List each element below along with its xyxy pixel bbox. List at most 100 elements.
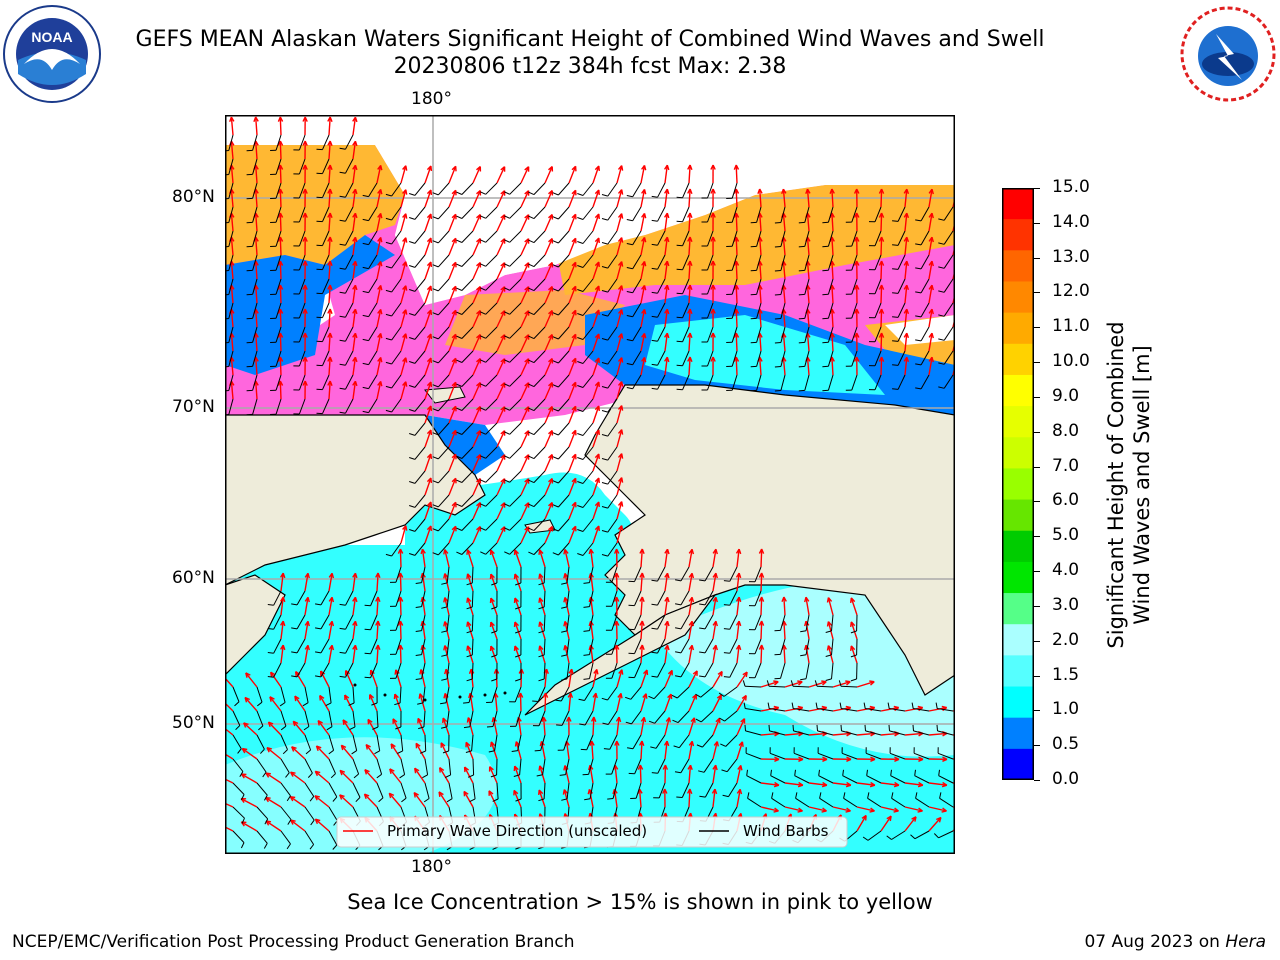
wave-arrow-head [850, 597, 856, 603]
wave-arrow-head [430, 189, 433, 196]
wave-arrow [520, 478, 530, 496]
wind-barb [653, 686, 666, 700]
wind-barb-flag [305, 749, 311, 755]
wave-arrow [928, 333, 933, 352]
wind-barb [461, 254, 474, 267]
wind-barb-flag [480, 359, 486, 363]
wind-barb-flag [504, 287, 510, 291]
wind-barb [560, 686, 570, 702]
wave-arrow [414, 767, 426, 784]
wind-barb [747, 797, 762, 808]
wave-arrow-head [539, 621, 544, 626]
wave-arrow-head [399, 596, 404, 602]
wave-arrow [805, 645, 810, 664]
wave-arrow [831, 356, 834, 376]
wind-barb-flag [385, 313, 392, 317]
wave-arrow [496, 262, 506, 280]
wind-barb [731, 206, 738, 223]
wave-arrow [568, 478, 577, 496]
wind-barb [304, 758, 313, 774]
wave-arrow [280, 621, 284, 640]
wind-barb [485, 494, 498, 507]
wind-barb [328, 806, 338, 821]
wind-barb [298, 374, 306, 391]
wind-barb-flag [774, 342, 781, 344]
wind-barb [920, 350, 930, 366]
colorbar-tick-label: 0.0 [1052, 769, 1080, 789]
wind-barb-flag [534, 749, 541, 752]
wave-arrow [448, 478, 457, 496]
wave-arrow-head [782, 236, 787, 242]
wind-barb-flag [577, 337, 584, 340]
wind-barb-flag [819, 792, 822, 799]
map-svg: Primary Wave Direction (unscaled) Wind B… [225, 115, 955, 854]
wind-barb [913, 752, 930, 760]
wind-barb-flag [864, 724, 866, 731]
wave-arrow [904, 357, 908, 376]
wave-arrow-head [315, 770, 321, 774]
wave-arrow [616, 261, 623, 280]
wind-barb [252, 374, 258, 391]
wave-arrow [759, 188, 762, 208]
wave-arrow-head [571, 669, 574, 675]
wave-arrow-head [918, 758, 924, 762]
wind-barb [533, 206, 546, 219]
wind-barb [485, 230, 498, 243]
wave-arrow [592, 285, 600, 304]
wave-arrow [664, 333, 668, 352]
wave-arrow-head [354, 356, 358, 363]
wave-arrow-head [304, 260, 308, 266]
wind-barb-flag [339, 267, 346, 270]
wind-barb [533, 182, 546, 195]
wave-arrow-head [380, 309, 383, 315]
wave-arrow [230, 261, 234, 280]
wind-barb [700, 710, 714, 723]
wave-arrow [735, 236, 738, 256]
wind-barb [703, 758, 714, 773]
wind-barb [446, 590, 450, 607]
colorbar-tick-label: 9.0 [1052, 385, 1080, 406]
wind-barb-flag [504, 359, 510, 363]
wind-barb [607, 470, 618, 485]
wind-barb [533, 542, 546, 555]
wind-barb-flag [850, 630, 857, 634]
wind-barb [461, 542, 474, 555]
wind-barb-flag [915, 387, 922, 390]
wind-barb [345, 182, 354, 198]
wind-barb [558, 398, 570, 412]
wave-arrow-head [906, 356, 910, 363]
wave-arrow-head [282, 596, 286, 603]
wind-barb [754, 638, 762, 654]
wave-arrow [466, 645, 474, 664]
wind-barb-flag [328, 749, 334, 755]
wind-barb-flag [577, 505, 584, 508]
wave-arrow [255, 236, 258, 256]
wave-arrow-head [666, 548, 670, 555]
wind-barb [558, 446, 570, 460]
wave-arrow [832, 706, 851, 712]
wind-barb [543, 566, 546, 584]
wind-barb [370, 590, 378, 606]
wind-barb-flag [699, 603, 706, 606]
wave-arrow [544, 669, 548, 688]
wave-arrow [616, 717, 620, 736]
wind-barb-flag [355, 797, 361, 803]
wave-arrow [304, 645, 309, 664]
wind-barb [322, 326, 330, 342]
colorbar-swatch [1002, 406, 1034, 438]
wind-barb [793, 752, 810, 760]
wind-barb [611, 590, 618, 607]
wind-barb-flag [626, 267, 633, 270]
wave-arrow-head [693, 717, 696, 723]
wind-barb [780, 278, 786, 295]
wind-barb [322, 134, 330, 150]
ocean-calm-gulf [655, 576, 955, 757]
wind-barb [485, 182, 498, 195]
wave-arrow-head [689, 284, 693, 290]
wave-arrow-head [894, 707, 900, 712]
wind-barb-flag [374, 750, 380, 755]
wave-arrow-head [304, 380, 308, 386]
wind-barb [421, 590, 426, 607]
wind-barb [889, 752, 906, 760]
wave-arrow [712, 765, 717, 784]
